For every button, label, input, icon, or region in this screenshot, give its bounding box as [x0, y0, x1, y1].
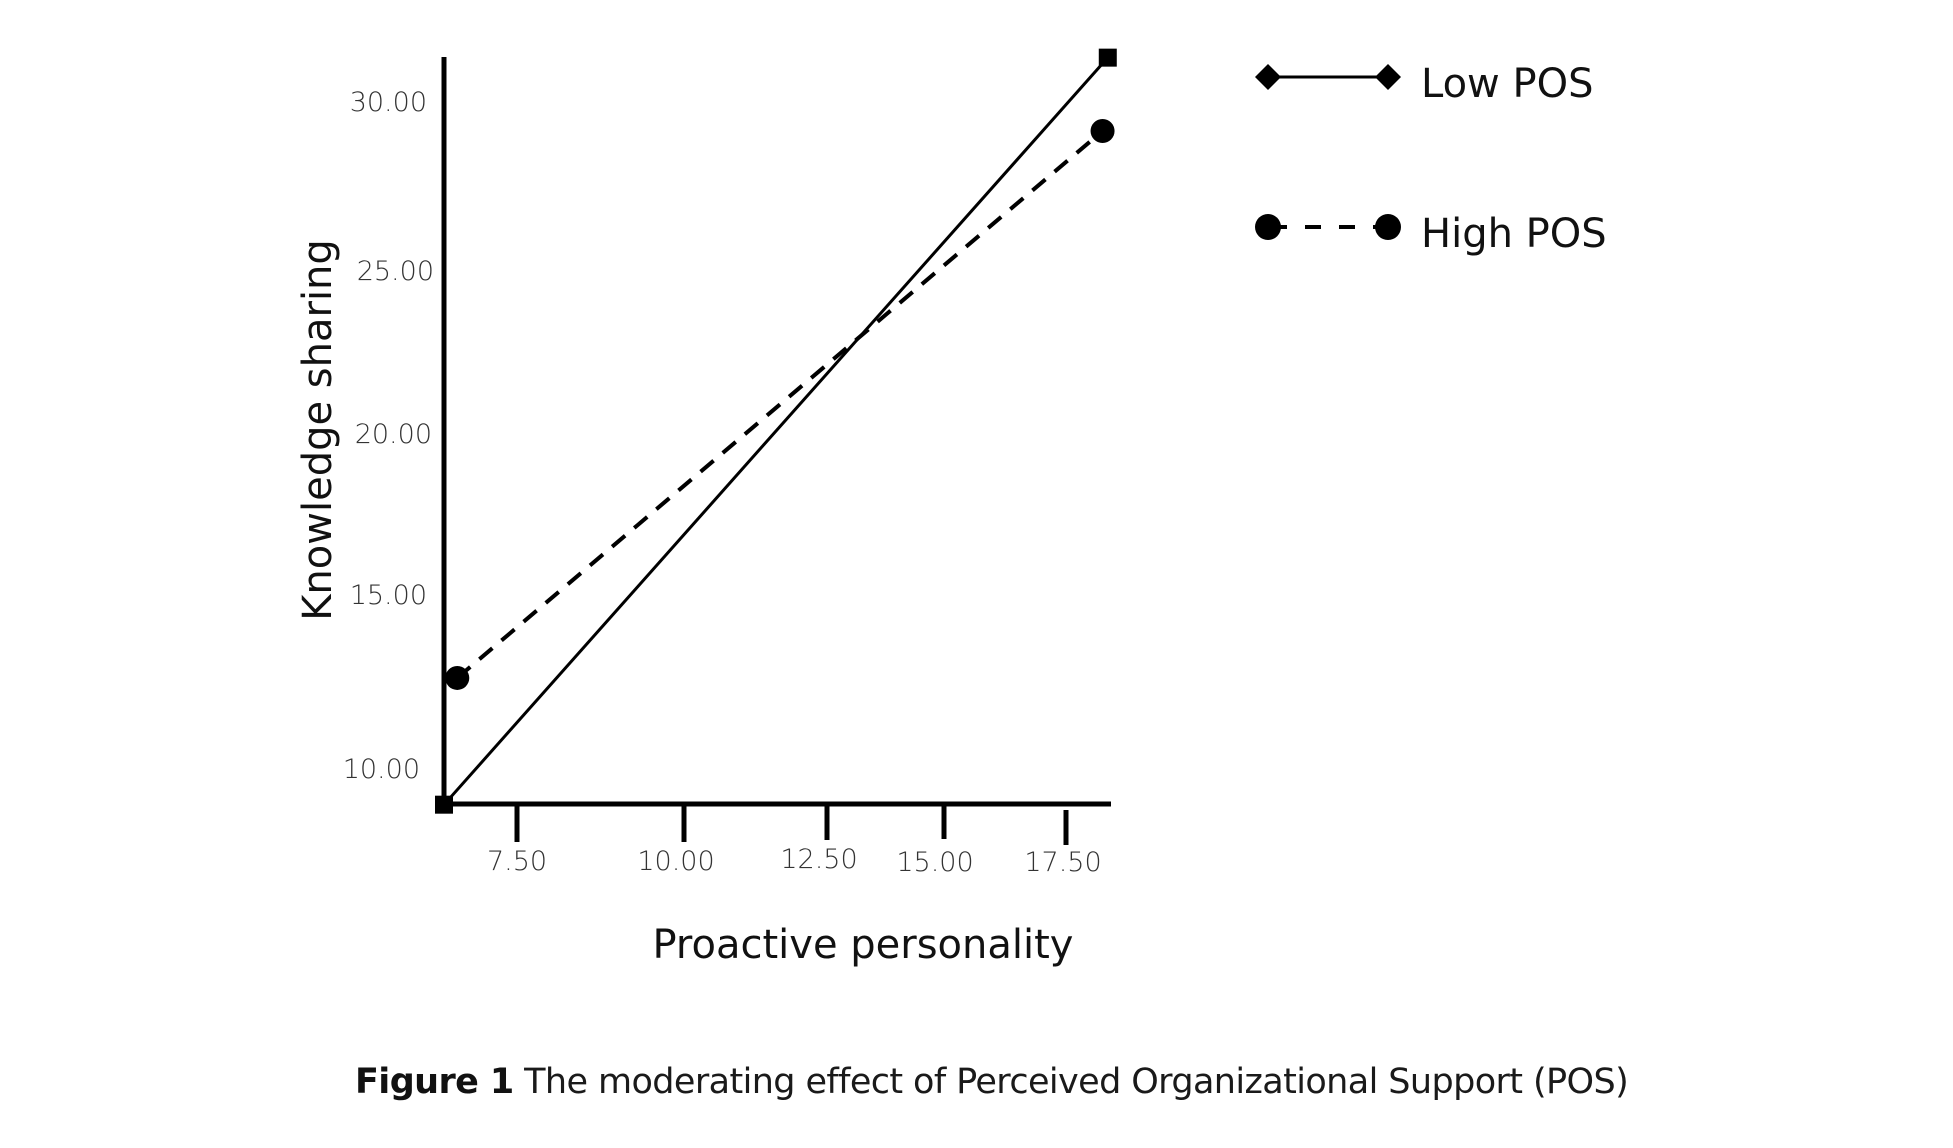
series-line — [455, 129, 1104, 680]
x-tick-label: 10.00 — [637, 846, 714, 877]
legend-label-high-pos: High POS — [1421, 211, 1607, 257]
series-line — [442, 56, 1109, 806]
y-tick-label: 20.00 — [355, 419, 432, 450]
y-tick-label: 30.00 — [350, 87, 427, 118]
caption-text: The moderating effect of Perceived Organ… — [524, 1062, 1629, 1102]
data-point-square-marker — [1098, 48, 1117, 67]
y-axis-title: Knowledge sharing — [295, 239, 341, 621]
figure-caption: Figure 1 The moderating effect of Percei… — [355, 1062, 1655, 1102]
caption-label: Figure 1 — [355, 1062, 514, 1102]
data-point-circle-marker — [1090, 119, 1115, 144]
y-tick-label: 15.00 — [350, 580, 427, 611]
x-ticks: 7.50 10.00 12.50 15.00 17.50 — [487, 806, 1102, 878]
y-tick-label: 25.00 — [357, 256, 434, 287]
x-tick-label: 15.00 — [896, 847, 973, 878]
series-low-pos — [435, 48, 1117, 814]
legend-item-low-pos: Low POS — [1255, 61, 1593, 107]
series-layer — [435, 48, 1117, 814]
y-tick-label: 10.00 — [343, 754, 420, 785]
data-point-square-marker — [435, 795, 453, 814]
legend-label-low-pos: Low POS — [1421, 61, 1593, 107]
x-tick-label: 7.50 — [487, 846, 547, 877]
x-tick-label: 12.50 — [780, 844, 857, 875]
legend-diamond-marker-left — [1255, 64, 1281, 90]
legend-diamond-marker-right — [1375, 64, 1401, 90]
x-tick-label: 17.50 — [1024, 847, 1101, 878]
x-axis-title: Proactive personality — [653, 922, 1074, 968]
series-high-pos — [445, 119, 1115, 690]
legend-circle-marker-left — [1255, 214, 1281, 240]
y-ticks: 30.00 25.00 20.00 15.00 10.00 — [343, 87, 434, 785]
data-point-circle-marker — [445, 665, 470, 690]
legend-circle-marker-right — [1375, 214, 1401, 240]
axes — [441, 57, 1111, 807]
legend: Low POS High POS — [1255, 61, 1607, 257]
legend-item-high-pos: High POS — [1255, 211, 1607, 257]
